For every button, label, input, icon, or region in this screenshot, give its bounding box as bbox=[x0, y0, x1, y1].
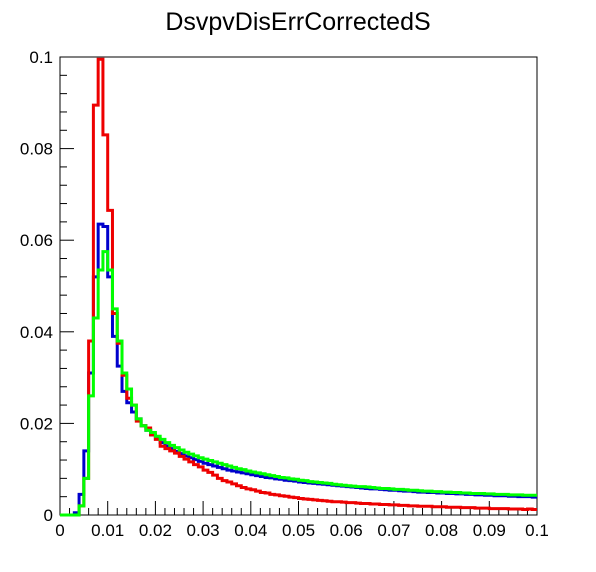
x-tick-label: 0.03 bbox=[187, 521, 220, 540]
x-tick-label: 0.07 bbox=[377, 521, 410, 540]
x-tick-label: 0.05 bbox=[282, 521, 315, 540]
y-tick-label: 0.04 bbox=[20, 323, 53, 342]
histogram-series-1 bbox=[60, 224, 537, 515]
y-tick-label: 0.06 bbox=[20, 231, 53, 250]
x-tick-label: 0.08 bbox=[425, 521, 458, 540]
y-tick-label: 0 bbox=[44, 506, 53, 525]
x-tick-label: 0.01 bbox=[91, 521, 124, 540]
x-tick-label: 0.02 bbox=[139, 521, 172, 540]
series-layer bbox=[60, 59, 537, 515]
x-tick-label: 0.1 bbox=[525, 521, 549, 540]
x-tick-label: 0 bbox=[55, 521, 64, 540]
x-tick-label: 0.04 bbox=[234, 521, 267, 540]
chart-title: DsvpvDisErrCorrectedS bbox=[165, 8, 430, 36]
y-tick-label: 0.08 bbox=[20, 140, 53, 159]
plot-frame bbox=[60, 57, 537, 515]
histogram-series-3 bbox=[60, 252, 537, 515]
x-tick-label: 0.09 bbox=[473, 521, 506, 540]
y-tick-label: 0.02 bbox=[20, 414, 53, 433]
histogram-series-2 bbox=[60, 59, 537, 515]
y-tick-label: 0.1 bbox=[29, 48, 53, 67]
axis-ticks bbox=[60, 57, 537, 515]
x-tick-label: 0.06 bbox=[330, 521, 363, 540]
